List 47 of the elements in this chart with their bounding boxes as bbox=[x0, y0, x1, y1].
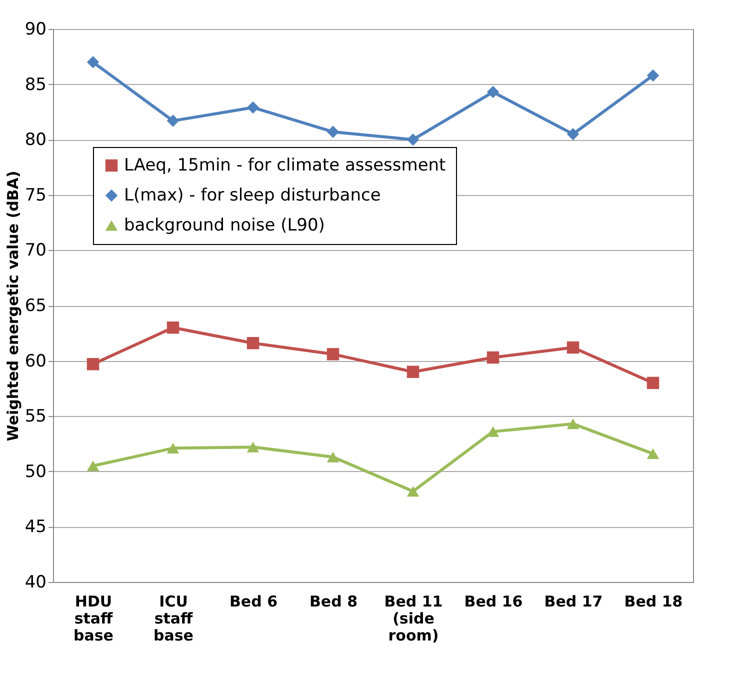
y-tick-label: 75 bbox=[24, 185, 46, 206]
y-tick-label: 60 bbox=[24, 351, 46, 372]
point bbox=[646, 376, 660, 390]
x-tick-label: Bed 16 bbox=[464, 592, 523, 610]
x-tick-label: HDU staff base bbox=[74, 592, 114, 644]
y-tick-label: 40 bbox=[24, 572, 46, 592]
y-tick-label: 80 bbox=[24, 130, 46, 150]
y-tick-label: 70 bbox=[24, 240, 46, 261]
point bbox=[326, 348, 340, 360]
point bbox=[166, 114, 180, 127]
point bbox=[246, 442, 260, 452]
y-tick-label: 50 bbox=[24, 462, 46, 482]
y-tick-label: 90 bbox=[24, 20, 46, 40]
point bbox=[486, 86, 500, 98]
point bbox=[86, 460, 100, 472]
point bbox=[166, 321, 180, 334]
point bbox=[166, 442, 180, 454]
point bbox=[326, 126, 340, 138]
point bbox=[406, 133, 420, 146]
point bbox=[566, 341, 580, 354]
x-tick-label: Bed 6 bbox=[229, 592, 278, 610]
y-tick-label: 85 bbox=[24, 74, 46, 95]
y-tick-label: 45 bbox=[24, 517, 46, 538]
point bbox=[86, 56, 100, 68]
x-tick-label: Bed 17 bbox=[544, 592, 603, 610]
y-tick-label: 55 bbox=[24, 406, 46, 427]
point bbox=[486, 426, 500, 437]
x-tick-label: ICU staff base bbox=[154, 592, 194, 644]
point bbox=[86, 358, 100, 370]
point bbox=[646, 69, 660, 82]
legend-label: LAeq, 15min - for climate assessment bbox=[124, 156, 446, 176]
x-tick-label: Bed 18 bbox=[624, 592, 683, 610]
y-tick-label: 65 bbox=[24, 296, 46, 316]
point bbox=[406, 486, 420, 497]
legend-label: background noise (L90) bbox=[124, 216, 325, 236]
point bbox=[406, 366, 420, 378]
x-tick-label: Bed 11 (side room) bbox=[384, 592, 443, 644]
x-tick-label: Bed 8 bbox=[309, 592, 358, 610]
point bbox=[646, 448, 660, 460]
legend-label: L(max) - for sleep disturbance bbox=[124, 186, 381, 206]
point bbox=[486, 351, 500, 364]
point bbox=[246, 101, 260, 114]
point bbox=[326, 452, 340, 462]
point bbox=[246, 336, 260, 350]
point bbox=[566, 418, 580, 430]
y-axis-title: Weighted energetic value (dBA) bbox=[4, 170, 22, 442]
point bbox=[566, 128, 580, 140]
